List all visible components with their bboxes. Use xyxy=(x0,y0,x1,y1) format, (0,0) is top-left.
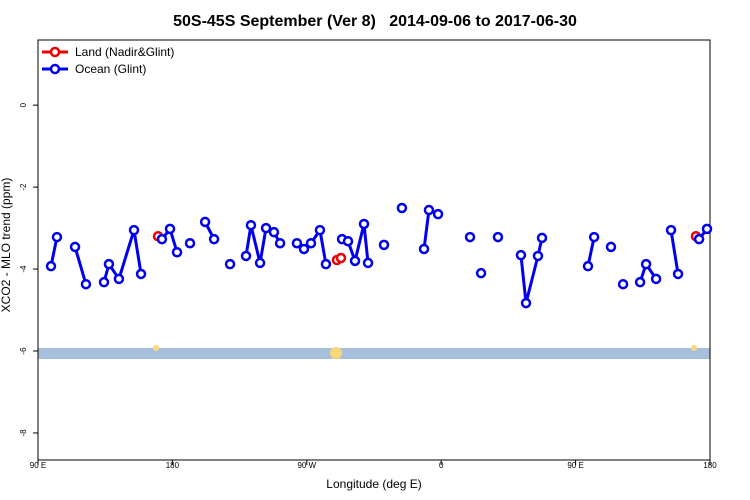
data-point xyxy=(171,247,183,258)
data-point xyxy=(208,233,220,245)
data-point xyxy=(240,250,252,262)
plot-frame xyxy=(37,39,711,461)
data-point xyxy=(260,222,272,234)
marker-dot xyxy=(330,347,342,359)
data-point xyxy=(418,243,430,255)
data-point xyxy=(342,235,354,247)
data-point xyxy=(588,231,600,243)
data-point xyxy=(320,258,332,270)
x-tick-label: 0 xyxy=(439,461,444,470)
data-point xyxy=(298,243,310,255)
data-point xyxy=(45,260,57,272)
data-point xyxy=(378,239,390,251)
data-point xyxy=(672,268,684,280)
data-point xyxy=(464,231,476,243)
data-point xyxy=(254,257,266,269)
data-point xyxy=(103,258,115,270)
series-line xyxy=(669,229,680,275)
data-point xyxy=(113,273,125,285)
data-point xyxy=(432,208,444,220)
x-tick-label: 90 W xyxy=(297,461,316,470)
data-point xyxy=(650,273,662,285)
data-point xyxy=(605,241,617,253)
y-axis-label: XCO2 - MLO trend (ppm) xyxy=(0,178,13,313)
data-point xyxy=(582,260,594,272)
legend-label: Ocean (Glint) xyxy=(75,62,146,76)
x-tick-label: 90 E xyxy=(30,461,46,470)
data-point xyxy=(362,257,374,269)
data-point xyxy=(274,237,286,249)
legend: Land (Nadir&Glint) Ocean (Glint) xyxy=(42,45,174,76)
chart-title: 50S-45S September (Ver 8) 2014-09-06 to … xyxy=(173,13,577,30)
data-point xyxy=(224,258,236,270)
data-point xyxy=(358,218,370,230)
data-point xyxy=(268,226,280,238)
data-point xyxy=(640,258,652,270)
data-point xyxy=(164,223,176,235)
reference-band xyxy=(38,348,710,359)
data-point xyxy=(305,237,317,249)
y-tick-label: -6 xyxy=(19,347,28,355)
data-point xyxy=(98,276,110,288)
data-point xyxy=(135,268,147,280)
data-point xyxy=(245,219,257,231)
data-point xyxy=(335,252,347,264)
marker-dot xyxy=(691,345,697,351)
data-point xyxy=(515,249,527,261)
data-point xyxy=(314,224,326,236)
data-point xyxy=(199,216,211,228)
data-point xyxy=(532,250,544,262)
data-point xyxy=(80,278,92,290)
marker-dot xyxy=(153,345,159,351)
series-line xyxy=(102,229,143,283)
data-point xyxy=(617,278,629,290)
data-point xyxy=(701,223,713,235)
data-point xyxy=(156,233,168,245)
data-point xyxy=(423,204,435,216)
legend-label: Land (Nadir&Glint) xyxy=(75,45,174,59)
data-point xyxy=(51,231,63,243)
data-point xyxy=(291,237,303,249)
data-point xyxy=(184,237,196,249)
data-point xyxy=(536,232,548,244)
x-tick-label: 90 E xyxy=(567,461,583,470)
y-tick-label: -2 xyxy=(19,183,28,191)
y-tick-label: -8 xyxy=(19,429,28,437)
y-tick-label: -4 xyxy=(19,265,28,273)
data-point xyxy=(665,224,677,236)
x-axis-label: Longitude (deg E) xyxy=(326,477,421,491)
data-point xyxy=(69,241,81,253)
legend-marker xyxy=(49,63,61,75)
data-point xyxy=(128,224,140,236)
series-line xyxy=(73,246,88,285)
series-line xyxy=(519,237,544,304)
x-tick-label: 180 xyxy=(166,461,180,470)
x-tick-label: 180 xyxy=(703,461,717,470)
data-point xyxy=(634,276,646,288)
data-point xyxy=(492,231,504,243)
data-point xyxy=(396,202,408,214)
data-point xyxy=(693,233,705,245)
legend-marker xyxy=(49,46,61,58)
y-tick-label: 0 xyxy=(19,102,28,107)
data-point xyxy=(349,255,361,267)
data-point xyxy=(475,267,487,279)
data-point xyxy=(520,297,532,309)
